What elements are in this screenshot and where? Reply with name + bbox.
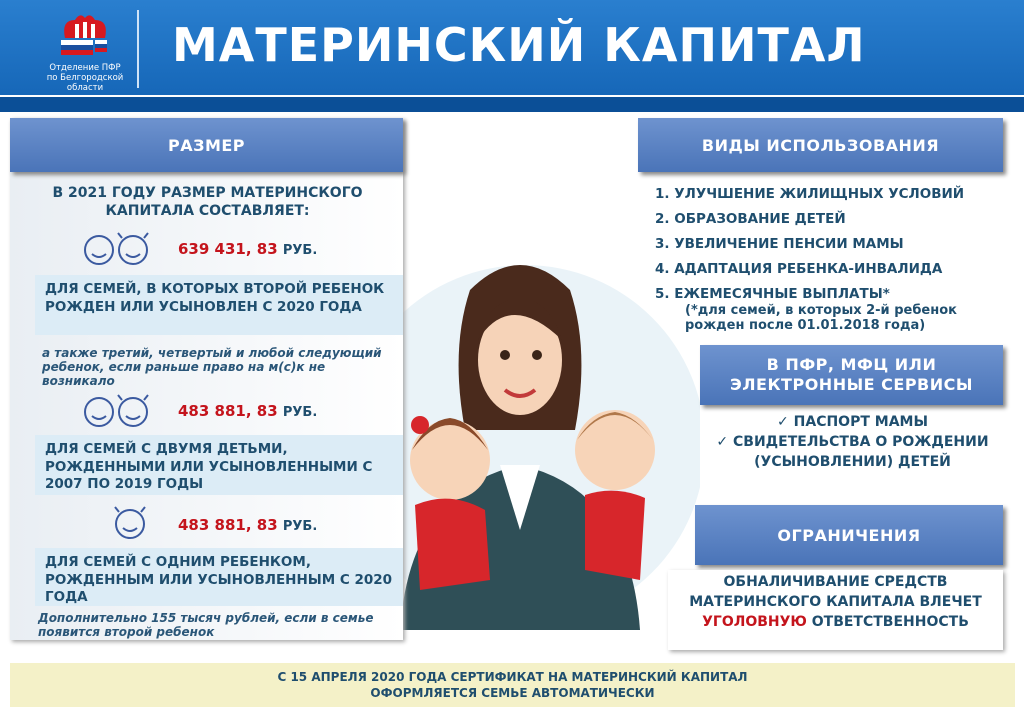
- size-intro: В 2021 ГОДУ РАЗМЕР МАТЕРИНСКОГО КАПИТАЛА…: [52, 185, 363, 219]
- limits-text-1: ОБНАЛИЧИВАНИЕ СРЕДСТВ МАТЕРИНСКОГО КАПИТ…: [689, 574, 982, 610]
- girl-face-icon: [114, 506, 146, 539]
- amount-3: 483 881, 83 РУБ.: [178, 516, 317, 534]
- footer-banner: С 15 АПРЕЛЯ 2020 ГОДА СЕРТИФИКАТ НА МАТЕ…: [10, 663, 1015, 707]
- page-title: МАТЕРИНСКИЙ КАПИТАЛ: [172, 18, 866, 72]
- limits-text-red: УГОЛОВНУЮ: [702, 614, 807, 630]
- header: [0, 0, 1024, 95]
- apply-heading: В ПФР, МФЦ ИЛИ ЭЛЕКТРОННЫЕ СЕРВИСЫ: [700, 345, 1003, 405]
- logo-text: Отделение ПФР: [49, 63, 121, 73]
- boy-girl-faces-icon: [84, 394, 149, 427]
- tier-1-note: а также третий, четвертый и любой следую…: [42, 346, 382, 388]
- pfr-emblem-icon: [61, 15, 107, 55]
- tier-1-desc: ДЛЯ СЕМЕЙ, В КОТОРЫХ ВТОРОЙ РЕБЕНОК РОЖД…: [35, 275, 403, 335]
- limits-heading: ОГРАНИЧЕНИЯ: [695, 505, 1003, 565]
- use-item: 5. ЕЖЕМЕСЯЧНЫЕ ВЫПЛАТЫ*: [655, 286, 890, 302]
- use-item: 3. УВЕЛИЧЕНИЕ ПЕНСИИ МАМЫ: [655, 236, 904, 252]
- doc-item: ✓ СВИДЕТЕЛЬСТВА О РОЖДЕНИИ (УСЫНОВЛЕНИИ)…: [716, 434, 989, 470]
- tier-3-note: Дополнительно 155 тысяч рублей, если в с…: [38, 611, 374, 639]
- tier-2-desc: ДЛЯ СЕМЕЙ С ДВУМЯ ДЕТЬМИ, РОЖДЕННЫМИ ИЛИ…: [35, 435, 403, 495]
- apply-docs: ✓ ПАСПОРТ МАМЫ ✓ СВИДЕТЕЛЬСТВА О РОЖДЕНИ…: [705, 412, 1000, 472]
- size-heading: РАЗМЕР: [10, 118, 403, 172]
- amount-2: 483 881, 83 РУБ.: [178, 402, 317, 420]
- use-item: 2. ОБРАЗОВАНИЕ ДЕТЕЙ: [655, 211, 846, 227]
- header-band: [0, 97, 1024, 112]
- boy-girl-faces-icon: [84, 232, 149, 265]
- amount-value: 483 881, 83: [178, 402, 278, 420]
- limits-text-2: ОТВЕТСТВЕННОСТЬ: [811, 614, 969, 630]
- mother-with-children-illustration: [345, 265, 700, 630]
- amount-value: 483 881, 83: [178, 516, 278, 534]
- divider: [137, 10, 139, 88]
- use-item: 1. УЛУЧШЕНИЕ ЖИЛИЩНЫХ УСЛОВИЙ: [655, 186, 965, 202]
- limits-text: ОБНАЛИЧИВАНИЕ СРЕДСТВ МАТЕРИНСКОГО КАПИТ…: [668, 570, 1003, 650]
- pfr-logo: Отделение ПФР по Белгородской области: [35, 10, 135, 93]
- logo-text: по Белгородской области: [46, 73, 124, 93]
- use-item: 4. АДАПТАЦИЯ РЕБЕНКА-ИНВАЛИДА: [655, 261, 943, 277]
- tier-3-desc: ДЛЯ СЕМЕЙ С ОДНИМ РЕБЕНКОМ, РОЖДЕННЫМ ИЛ…: [35, 548, 403, 606]
- footer-text: С 15 АПРЕЛЯ 2020 ГОДА СЕРТИФИКАТ НА МАТЕ…: [277, 670, 748, 700]
- uses-footnote: (*для семей, в которых 2-й ребенок рожде…: [685, 303, 957, 333]
- currency: РУБ.: [282, 405, 318, 420]
- uses-heading: ВИДЫ ИСПОЛЬЗОВАНИЯ: [638, 118, 1003, 172]
- currency: РУБ.: [282, 519, 318, 534]
- currency: РУБ.: [282, 243, 318, 258]
- doc-item: ✓ ПАСПОРТ МАМЫ: [777, 414, 928, 430]
- amount-value: 639 431, 83: [178, 240, 278, 258]
- amount-1: 639 431, 83 РУБ.: [178, 240, 317, 258]
- uses-list: 1. УЛУЧШЕНИЕ ЖИЛИЩНЫХ УСЛОВИЙ 2. ОБРАЗОВ…: [655, 182, 1005, 307]
